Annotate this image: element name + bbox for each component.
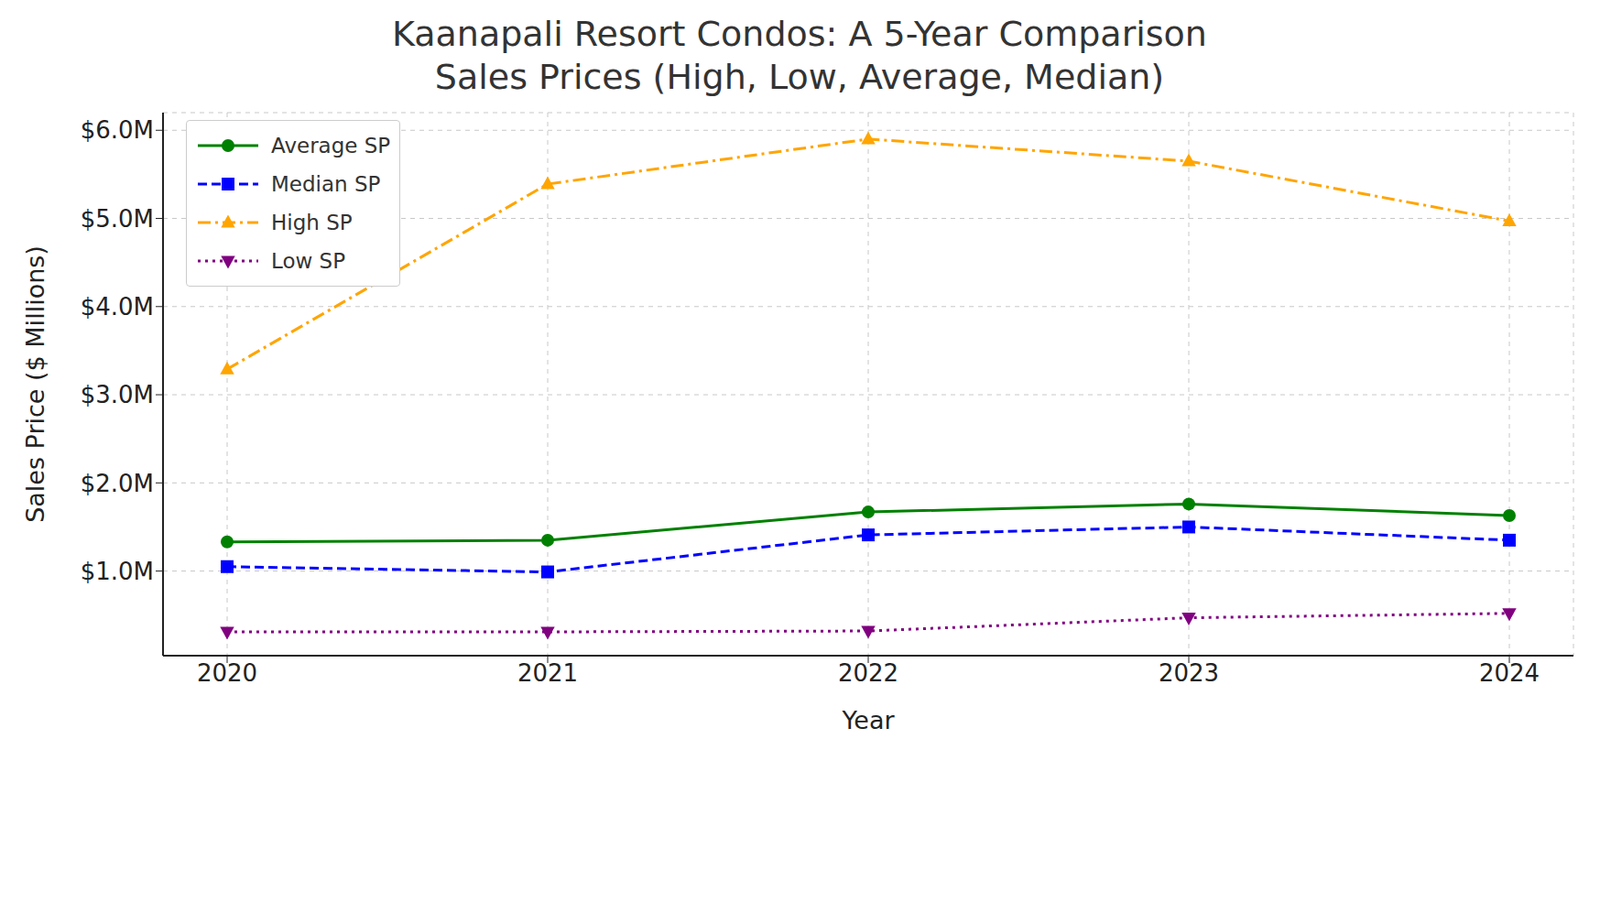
svg-text:2022: 2022 bbox=[838, 659, 899, 687]
svg-text:2021: 2021 bbox=[517, 659, 578, 687]
svg-text:$5.0M: $5.0M bbox=[80, 205, 154, 233]
html-text:High SP: High SP bbox=[271, 210, 353, 235]
html-text:Low SP: Low SP bbox=[271, 249, 346, 273]
svg-text:$4.0M: $4.0M bbox=[80, 293, 154, 321]
svg-text:2023: 2023 bbox=[1158, 659, 1220, 687]
svg-text:2024: 2024 bbox=[1479, 659, 1540, 687]
svg-text:$1.0M: $1.0M bbox=[80, 557, 154, 586]
html-text:Median SP: Median SP bbox=[271, 172, 381, 196]
html-text:Sales Prices (High, Low, Avera: Sales Prices (High, Low, Average, Median… bbox=[434, 56, 1165, 98]
html-text:Kaanapali Resort Condos: A 5-Y: Kaanapali Resort Condos: A 5-Year Compar… bbox=[391, 13, 1208, 55]
svg-text:Year: Year bbox=[840, 706, 895, 735]
html-text:Average SP: Average SP bbox=[271, 133, 391, 158]
svg-text:$6.0M: $6.0M bbox=[80, 116, 154, 144]
svg-text:$3.0M: $3.0M bbox=[80, 380, 154, 409]
svg-text:Sales Price ($ Millions): Sales Price ($ Millions) bbox=[21, 245, 50, 523]
svg-text:2020: 2020 bbox=[196, 659, 258, 687]
svg-text:$2.0M: $2.0M bbox=[80, 469, 154, 498]
